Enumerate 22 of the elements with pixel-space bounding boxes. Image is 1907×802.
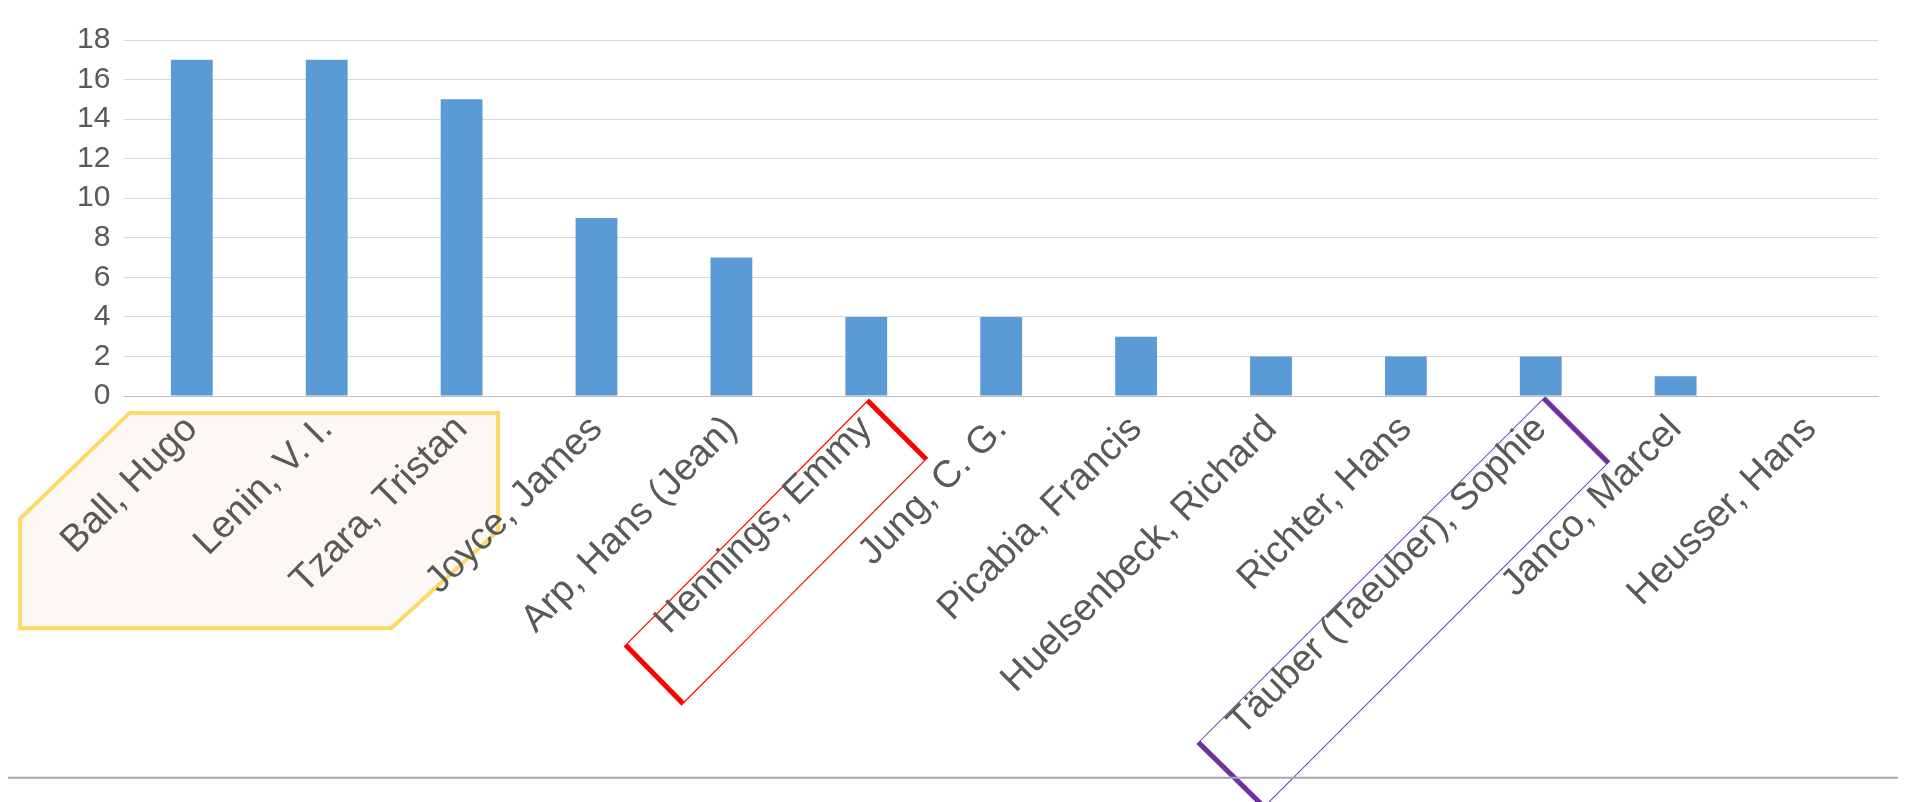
y-tick-label: 6 — [93, 258, 111, 292]
y-tick-label: 10 — [76, 179, 111, 213]
bar — [305, 59, 348, 396]
bar — [1250, 356, 1292, 396]
bar — [440, 99, 483, 396]
bar — [1384, 356, 1427, 396]
y-tick-label: 4 — [93, 298, 111, 332]
y-tick-label: 12 — [76, 139, 111, 173]
y-tick-label: 14 — [76, 100, 111, 134]
bar — [845, 316, 888, 396]
bar — [980, 316, 1023, 396]
y-tick-label: 0 — [93, 377, 111, 411]
bar — [1519, 356, 1562, 396]
bar — [170, 59, 213, 396]
bar — [710, 257, 753, 396]
bar — [1654, 376, 1697, 396]
y-tick-label: 8 — [93, 219, 111, 253]
y-tick-label: 2 — [93, 337, 111, 371]
y-tick-label: 16 — [76, 60, 111, 94]
y-tick-label: 18 — [76, 21, 111, 55]
bar — [1115, 336, 1157, 396]
bar — [575, 218, 618, 396]
